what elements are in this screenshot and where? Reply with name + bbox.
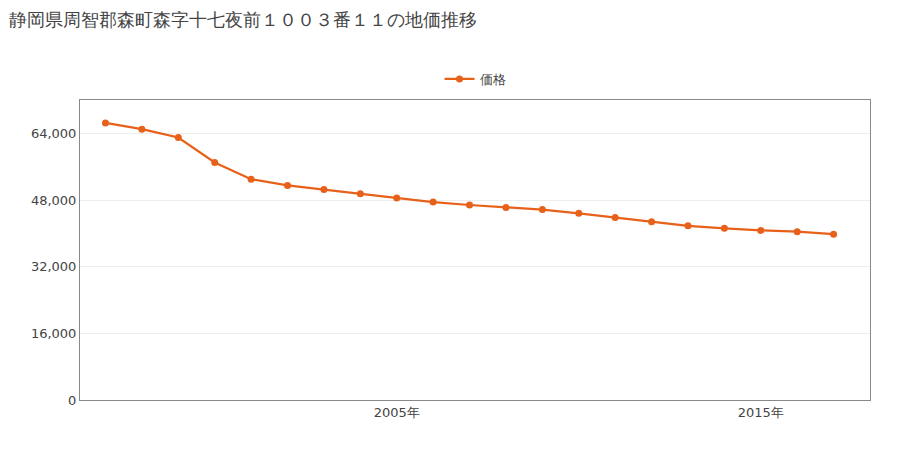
svg-text:0: 0: [68, 393, 76, 408]
svg-text:16,000: 16,000: [31, 326, 77, 341]
svg-text:2005年: 2005年: [374, 405, 420, 420]
svg-text:2015年: 2015年: [738, 405, 784, 420]
svg-text:静岡県周智郡森町森字十七夜前１００３番１１の地価推移: 静岡県周智郡森町森字十七夜前１００３番１１の地価推移: [9, 9, 477, 30]
svg-text:32,000: 32,000: [31, 259, 77, 274]
svg-text:48,000: 48,000: [31, 193, 77, 208]
svg-text:価格: 価格: [480, 72, 506, 87]
svg-text:64,000: 64,000: [31, 126, 77, 141]
